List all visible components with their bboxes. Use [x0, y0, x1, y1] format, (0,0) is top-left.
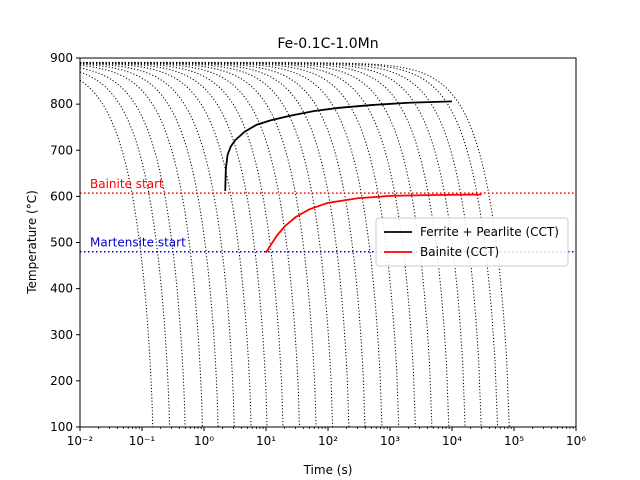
legend-entry: Ferrite + Pearlite (CCT): [420, 225, 559, 239]
cooling-curve: [80, 79, 154, 427]
x-tick-label: 10⁻²: [67, 434, 94, 448]
series-layer: [224, 100, 482, 254]
chart-title: Fe-0.1C-1.0Mn: [277, 36, 378, 52]
x-tick-label: 10⁻¹: [129, 434, 156, 448]
x-tick-label: 10⁰: [194, 434, 214, 448]
x-tick-label: 10¹: [256, 434, 276, 448]
y-tick-label: 800: [50, 97, 73, 111]
y-tick-label: 700: [50, 143, 73, 157]
y-tick-label: 900: [50, 51, 73, 65]
y-tick-label: 100: [50, 420, 73, 434]
legend: Ferrite + Pearlite (CCT) Bainite (CCT): [375, 217, 569, 267]
reference-line-label: Bainite start: [90, 177, 164, 191]
cooling-curve: [80, 62, 300, 427]
cooling-curve: [80, 64, 203, 427]
cooling-curves: [80, 62, 510, 427]
legend-entry: Bainite (CCT): [420, 245, 499, 259]
x-tick-label: 10⁵: [504, 434, 524, 448]
x-tick-label: 10⁶: [566, 434, 586, 448]
y-axis: 100 200 300 400 500 600 700 800 900: [50, 51, 80, 434]
y-tick-label: 400: [50, 282, 73, 296]
y-tick-label: 200: [50, 374, 73, 388]
cooling-curve: [80, 63, 219, 427]
cooling-curve: [80, 67, 186, 427]
y-axis-label: Temperature (°C): [25, 190, 39, 295]
x-tick-label: 10²: [318, 434, 338, 448]
cooling-curve: [80, 62, 510, 427]
x-tick-label: 10⁴: [442, 434, 462, 448]
cooling-curve: [80, 62, 235, 427]
series-line: [224, 100, 453, 191]
cooling-curve: [80, 71, 171, 427]
cooling-curve: [80, 62, 252, 427]
cooling-curve: [80, 62, 416, 427]
y-tick-label: 600: [50, 189, 73, 203]
reference-line-label: Martensite start: [90, 236, 186, 250]
legend-box: [375, 217, 569, 267]
y-tick-label: 300: [50, 328, 73, 342]
series-line: [265, 193, 482, 254]
y-tick-label: 500: [50, 236, 73, 250]
cooling-curve: [80, 62, 268, 427]
cooling-curve: [80, 62, 366, 427]
x-tick-label: 10³: [380, 434, 400, 448]
x-axis-label: Time (s): [303, 463, 353, 477]
x-axis: 10⁻² 10⁻¹ 10⁰ 10¹ 10² 10³ 10⁴ 10⁵ 10⁶: [67, 427, 586, 448]
